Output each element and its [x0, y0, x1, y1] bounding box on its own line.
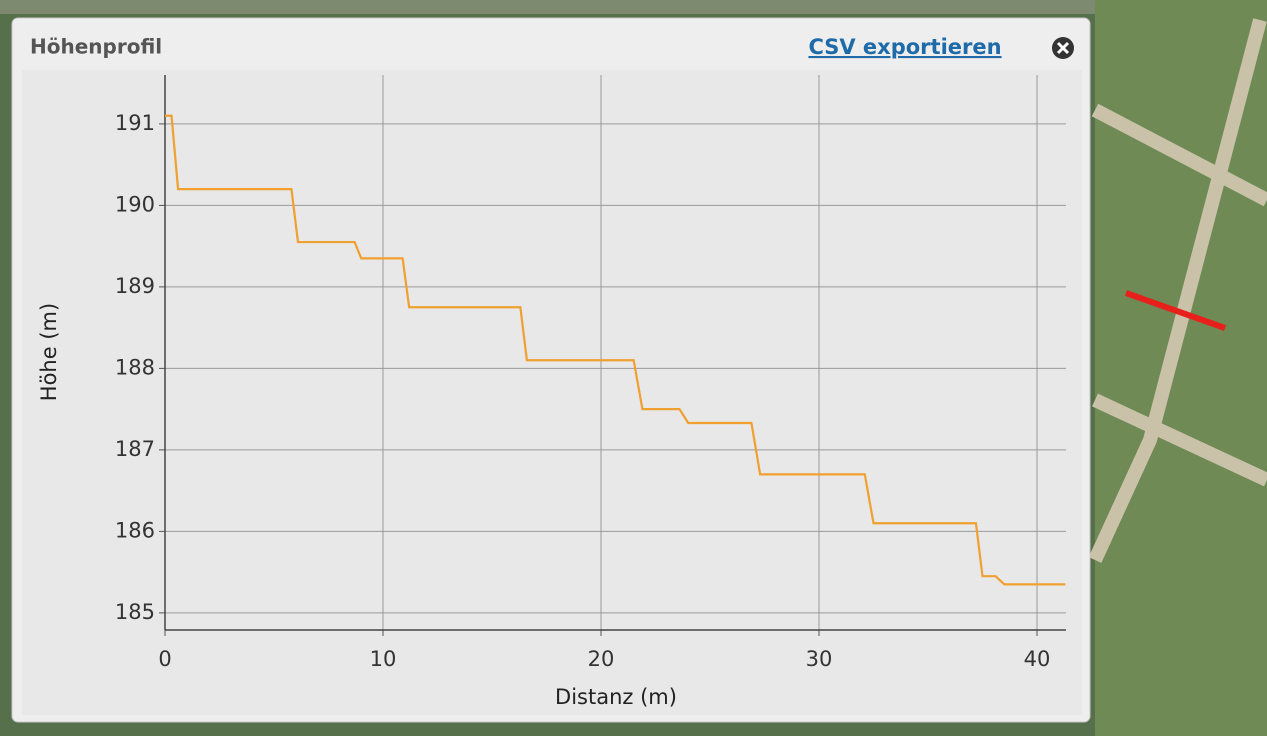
dialog-title: Höhenprofil — [30, 35, 162, 59]
x-tick-label: 0 — [158, 647, 171, 671]
map-strip — [0, 0, 1095, 14]
x-tick-label: 40 — [1024, 647, 1051, 671]
y-tick-label: 190 — [115, 192, 155, 216]
close-button[interactable] — [1052, 37, 1074, 59]
map-road — [1088, 18, 1267, 563]
plot-panel — [22, 70, 1082, 715]
y-tick-label: 185 — [115, 600, 155, 624]
y-axis-title: Höhe (m) — [37, 303, 61, 401]
elevation-line — [165, 114, 1066, 586]
y-tick-label: 188 — [115, 355, 155, 379]
x-tick-label: 20 — [588, 647, 615, 671]
y-tick-label: 187 — [115, 437, 155, 461]
x-tick-label: 30 — [806, 647, 833, 671]
x-axis-title: Distanz (m) — [555, 685, 677, 709]
y-tick-label: 186 — [115, 518, 155, 542]
csv-export-link[interactable]: CSV exportieren — [808, 35, 1001, 59]
close-cross — [1056, 41, 1070, 55]
y-tick-label: 191 — [115, 111, 155, 135]
y-tick-label: 189 — [115, 274, 155, 298]
profile-line — [1125, 290, 1226, 331]
x-tick-label: 10 — [370, 647, 397, 671]
